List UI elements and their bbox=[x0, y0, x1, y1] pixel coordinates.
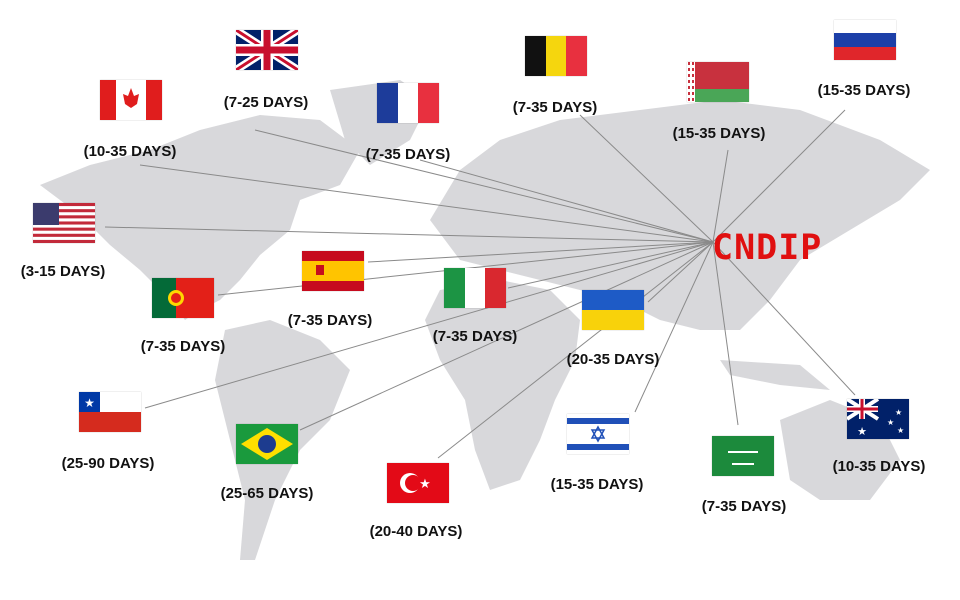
delivery-time-ukraine: (20-35 DAYS) bbox=[566, 351, 660, 368]
route-line-russia bbox=[712, 109, 846, 243]
flag-australia-icon: ★ ★ ★ ★ bbox=[845, 397, 909, 439]
route-line-italy bbox=[507, 241, 714, 289]
svg-text:★: ★ bbox=[895, 408, 902, 417]
route-line-spain bbox=[367, 241, 714, 263]
indonesia bbox=[720, 360, 830, 390]
africa bbox=[425, 280, 580, 490]
route-line-ukraine bbox=[647, 241, 714, 303]
flag-ukraine-icon bbox=[582, 290, 644, 330]
delivery-time-usa: (3-15 DAYS) bbox=[20, 263, 106, 280]
flag-italy-icon bbox=[444, 268, 506, 308]
flag-canada-icon bbox=[100, 80, 162, 120]
route-line-canada bbox=[139, 164, 714, 243]
flag-turkey-icon: ★ bbox=[387, 463, 449, 503]
continents bbox=[40, 80, 930, 560]
svg-text:★: ★ bbox=[887, 418, 894, 427]
route-line-usa bbox=[104, 226, 714, 243]
svg-text:★: ★ bbox=[419, 476, 431, 491]
route-line-france bbox=[419, 159, 714, 243]
route-line-saudi-arabia bbox=[712, 241, 739, 426]
delivery-time-italy: (7-35 DAYS) bbox=[432, 328, 518, 345]
flag-russia-icon bbox=[834, 20, 896, 60]
flag-israel-icon bbox=[567, 414, 629, 454]
delivery-time-russia: (15-35 DAYS) bbox=[817, 82, 911, 99]
delivery-time-brazil: (25-65 DAYS) bbox=[220, 485, 314, 502]
delivery-time-belgium: (7-35 DAYS) bbox=[512, 99, 598, 116]
delivery-time-france: (7-35 DAYS) bbox=[365, 146, 451, 163]
svg-text:★: ★ bbox=[84, 396, 95, 410]
route-line-brazil bbox=[299, 241, 714, 431]
route-line-turkey bbox=[437, 241, 714, 459]
svg-text:★: ★ bbox=[857, 426, 867, 438]
delivery-time-israel: (15-35 DAYS) bbox=[550, 476, 644, 493]
route-line-belarus bbox=[712, 149, 729, 243]
flag-usa-icon bbox=[33, 203, 95, 243]
delivery-time-spain: (7-35 DAYS) bbox=[287, 312, 373, 329]
route-line-israel bbox=[634, 241, 714, 413]
flag-uk-icon bbox=[233, 26, 301, 74]
flag-portugal-icon bbox=[152, 278, 214, 318]
flag-france-icon bbox=[377, 83, 439, 123]
flag-belarus-icon bbox=[687, 62, 749, 102]
delivery-time-belarus: (15-35 DAYS) bbox=[672, 125, 766, 142]
flag-spain-icon bbox=[302, 251, 364, 291]
route-line-uk bbox=[254, 129, 714, 243]
hub-label: CNDIP bbox=[712, 228, 823, 268]
delivery-time-canada: (10-35 DAYS) bbox=[83, 143, 177, 160]
delivery-time-turkey: (20-40 DAYS) bbox=[369, 523, 463, 540]
route-line-australia bbox=[712, 241, 856, 396]
svg-text:★: ★ bbox=[897, 426, 904, 435]
flag-brazil-icon bbox=[236, 424, 298, 464]
flag-chile-icon: ★ bbox=[79, 392, 141, 432]
flag-saudi-arabia-icon bbox=[712, 436, 774, 476]
delivery-time-australia: (10-35 DAYS) bbox=[832, 458, 926, 475]
delivery-time-portugal: (7-35 DAYS) bbox=[140, 338, 226, 355]
flag-belgium-icon bbox=[525, 36, 587, 76]
north-america bbox=[40, 115, 360, 320]
eurasia bbox=[430, 100, 930, 330]
route-line-belgium bbox=[579, 114, 714, 243]
delivery-time-saudi-arabia: (7-35 DAYS) bbox=[701, 498, 787, 515]
route-line-chile bbox=[144, 241, 714, 409]
delivery-time-chile: (25-90 DAYS) bbox=[61, 455, 155, 472]
delivery-time-uk: (7-25 DAYS) bbox=[223, 94, 309, 111]
